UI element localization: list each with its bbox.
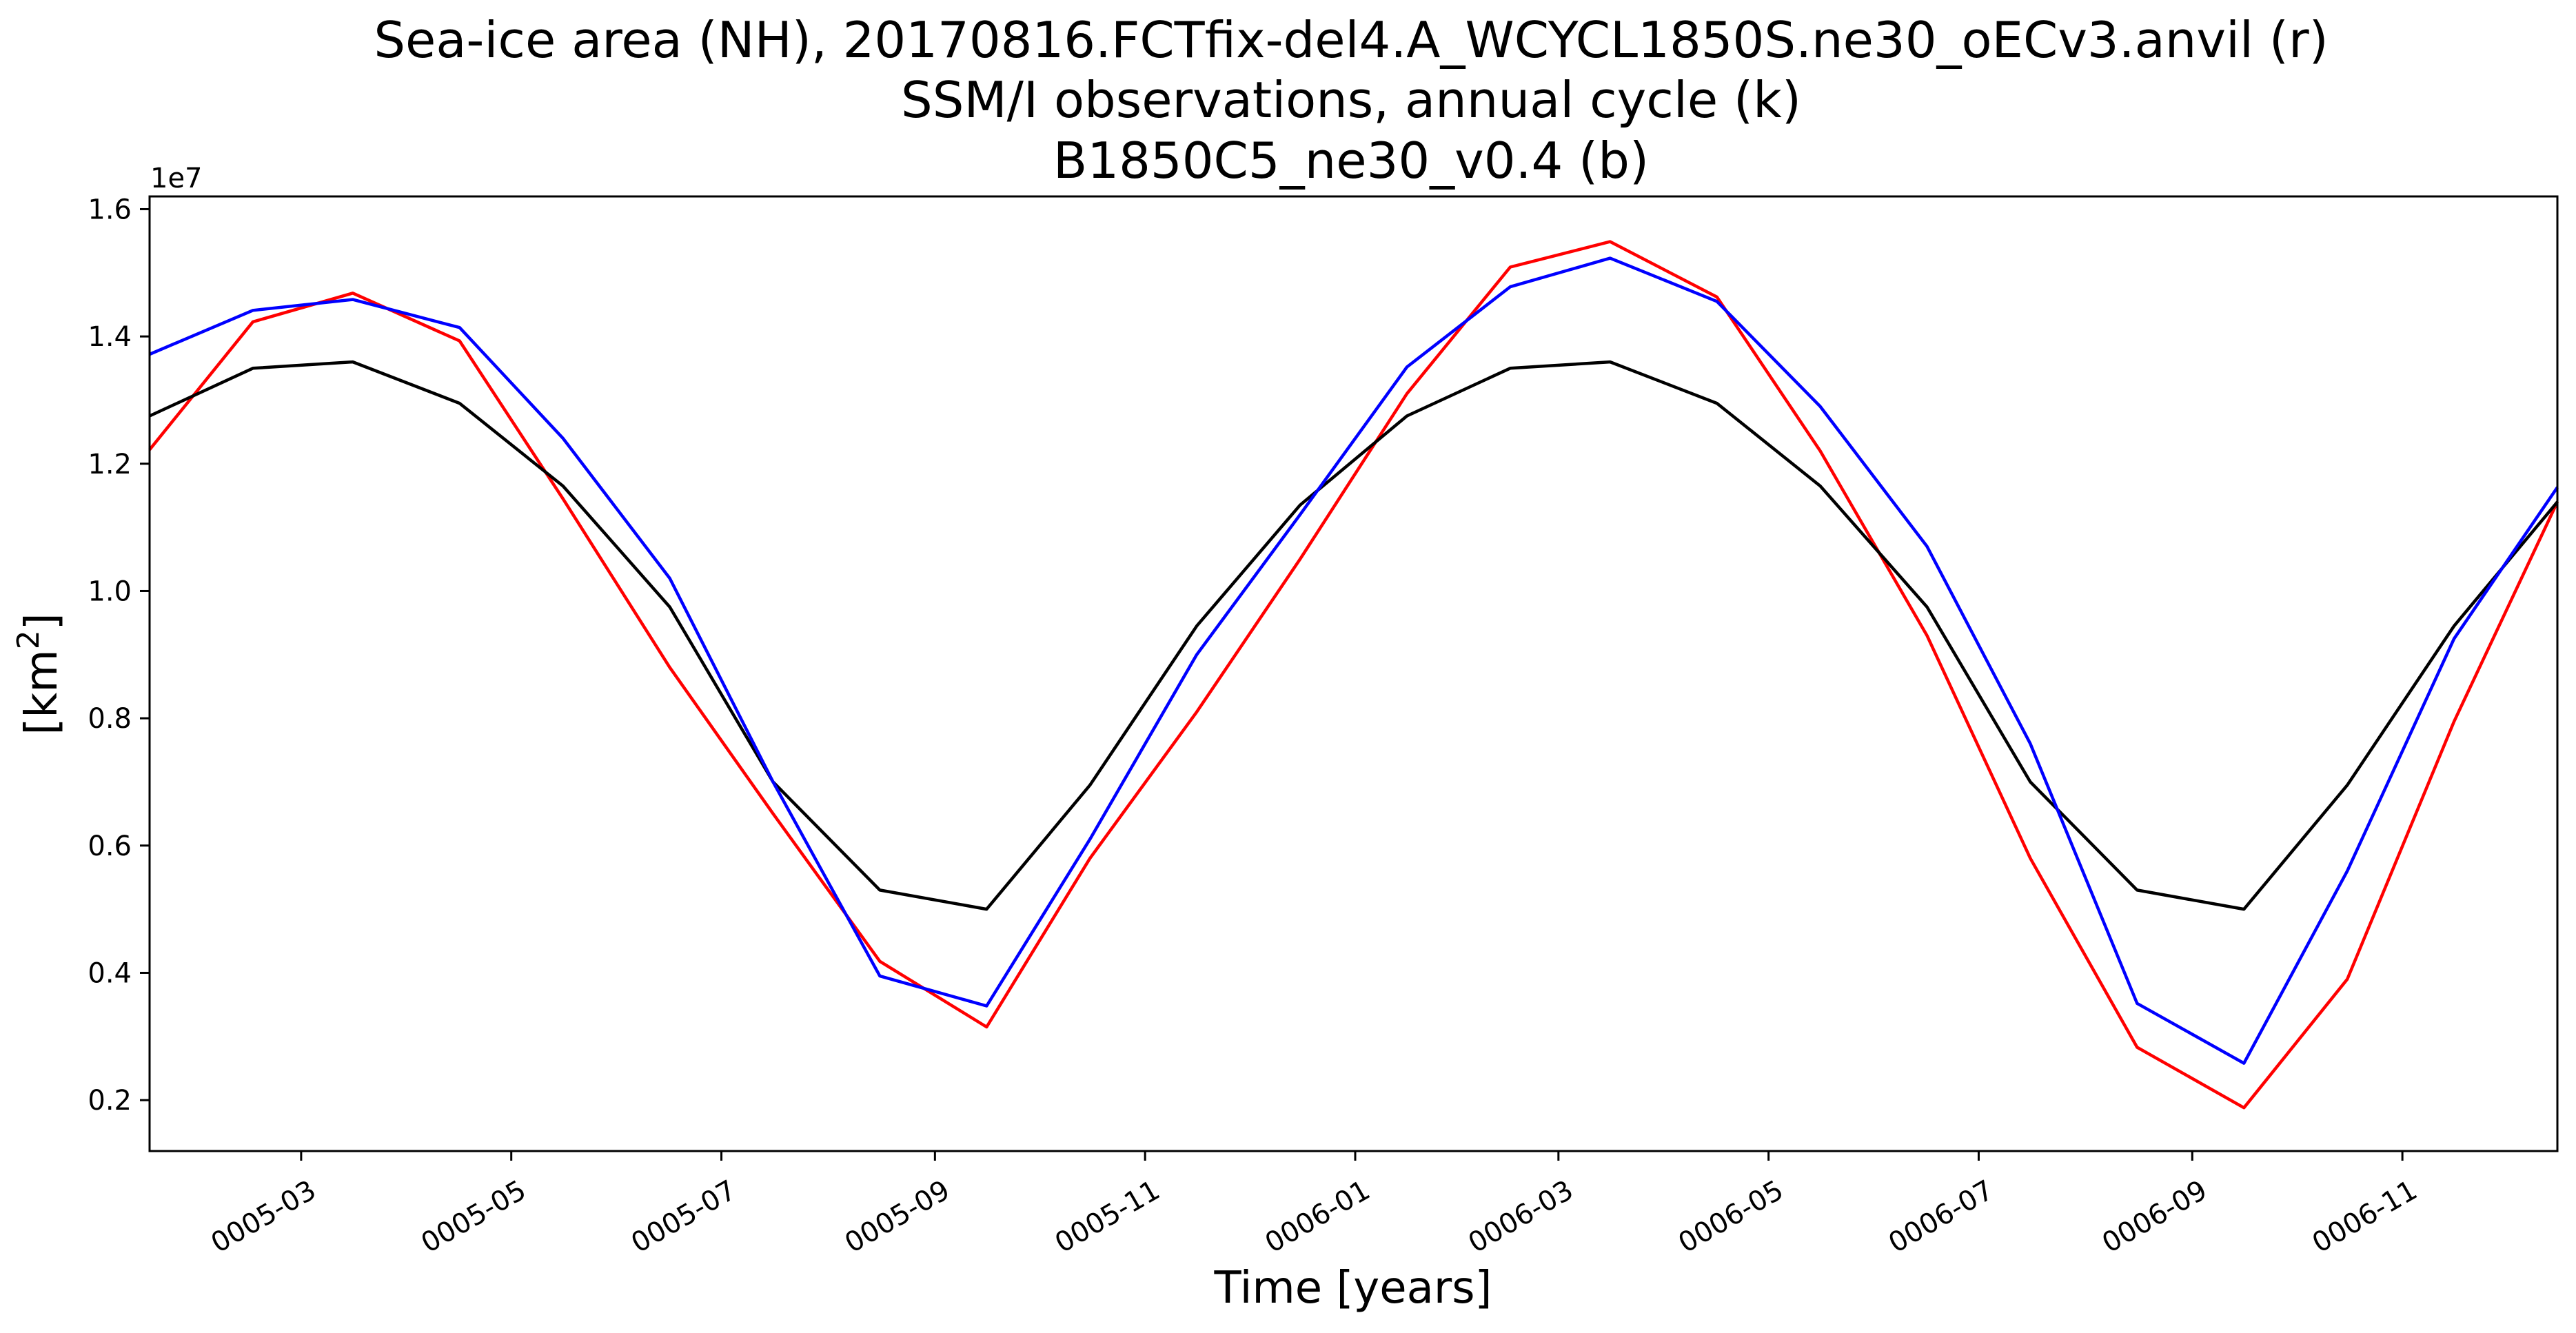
y-axis-offset-label: 1e7 [150, 163, 203, 194]
y-axis-ticks: 0.2 0.4 0.6 0.8 1.0 1.2 1.4 1.6 [88, 194, 150, 1117]
y-axis-label-base: [km [17, 649, 68, 735]
y-tick-label: 0.6 [88, 831, 132, 862]
plot-area-frame [148, 195, 2559, 1152]
series-line-2 [149, 360, 2559, 911]
series-line-3 [149, 256, 2559, 1065]
y-axis-label-end: ] [17, 613, 68, 630]
y-tick-label: 1.2 [88, 449, 132, 480]
y-tick-label: 0.8 [88, 703, 132, 735]
series-layer [148, 240, 2559, 1110]
y-axis-label-superscript: 2 [11, 630, 46, 649]
y-tick-label: 1.0 [88, 576, 132, 607]
y-tick-label: 0.2 [88, 1085, 132, 1117]
chart-title-line-2: SSM/I observations, annual cycle (k) [901, 71, 1801, 129]
chart-title-line-1: Sea-ice area (NH), 20170816.FCTfix-del4.… [374, 11, 2328, 69]
y-tick-label: 1.6 [88, 194, 132, 225]
x-axis-label: Time [years] [1213, 1263, 1492, 1314]
y-tick-label: 1.4 [88, 321, 132, 353]
y-tick-label: 0.4 [88, 957, 132, 989]
chart-title-line-3: B1850C5_ne30_v0.4 (b) [1053, 132, 1649, 190]
y-axis-label: [km2] [11, 613, 68, 735]
